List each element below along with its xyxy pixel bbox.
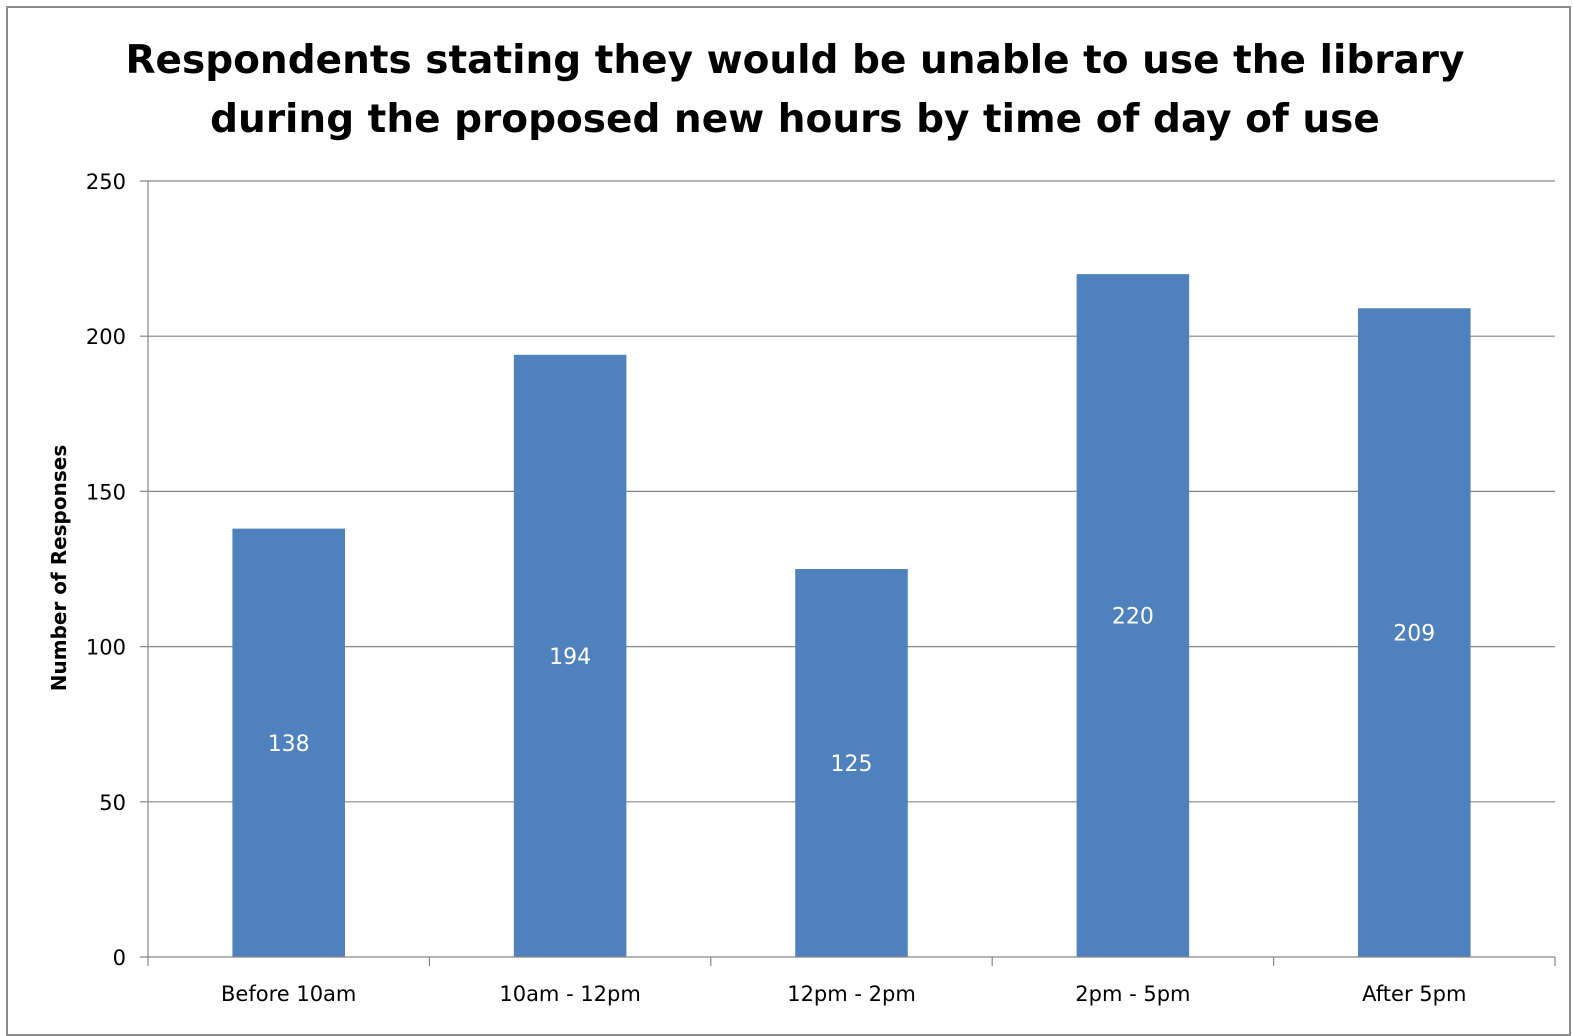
x-category-label-4: 2pm - 5pm (1075, 982, 1190, 1006)
y-tick-label-150: 150 (86, 480, 126, 504)
data-label-2: 194 (549, 645, 591, 670)
bar-1 (232, 528, 345, 957)
x-category-label-1: Before 10am (221, 982, 356, 1006)
data-label-1: 138 (268, 732, 310, 757)
y-tick-label-50: 50 (99, 791, 126, 815)
labels: 0 50 100 150 200 250 138 194 125 220 209 Before 10a… (86, 170, 1467, 1006)
data-label-4: 220 (1112, 605, 1154, 630)
bar-5 (1358, 308, 1471, 957)
chart-title-line-2: during the proposed new hours by time of… (210, 97, 1380, 142)
bar-4 (1076, 274, 1190, 957)
y-axis-title: Number of Responses (47, 445, 71, 691)
x-category-label-5: After 5pm (1362, 982, 1466, 1006)
y-tick-label-250: 250 (86, 170, 126, 194)
x-category-label-2: 10am - 12pm (499, 982, 640, 1006)
chart-title-line-1: Respondents stating they would be unable… (126, 38, 1465, 83)
bar-3 (795, 569, 908, 957)
y-tick-label-0: 0 (113, 946, 126, 970)
bar-2 (513, 354, 627, 958)
bars (232, 274, 1471, 958)
x-category-label-3: 12pm - 2pm (787, 982, 916, 1006)
y-tick-label-200: 200 (86, 325, 126, 349)
data-label-3: 125 (831, 752, 873, 777)
data-label-5: 209 (1393, 622, 1435, 647)
axes (140, 180, 1556, 966)
y-tick-label-100: 100 (86, 636, 126, 660)
